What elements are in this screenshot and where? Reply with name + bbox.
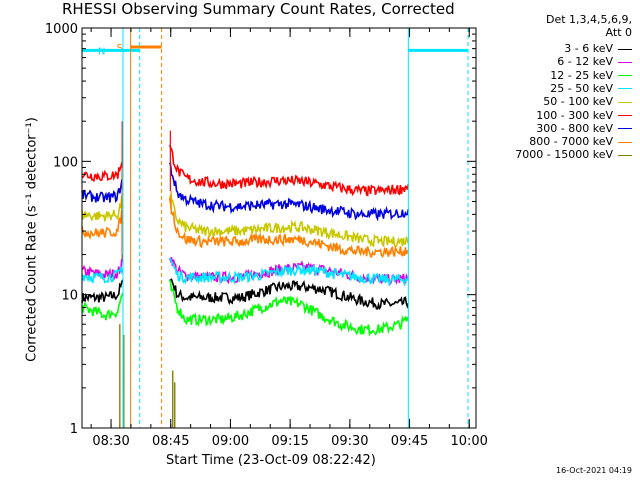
x-tick-label-7: 10:00 [450,434,487,449]
x-tick-label-5: 09:30 [331,434,368,449]
legend-swatch [618,141,632,143]
legend-header-line-2: Att 0 [605,26,632,39]
legend-item-6: 100 - 300 keV [536,109,632,122]
legend-swatch [618,101,632,103]
legend-label: 7000 - 15000 keV [515,148,613,162]
x-axis-label: Start Time (23-Oct-09 08:22:42) [166,453,376,468]
flag-label-2: N [98,46,105,57]
legend-swatch [618,48,632,50]
y-tick-label-4: 1000 [45,22,78,37]
legend-item-2: 6 - 12 keV [557,55,632,68]
legend-item-8: 800 - 7000 keV [529,135,632,148]
legend-label: 25 - 50 keV [550,81,613,95]
y-tick-label-3: 100 [53,155,78,170]
legend-label: 12 - 25 keV [550,68,613,82]
legend-label: 50 - 100 keV [543,95,613,109]
legend-item-4: 25 - 50 keV [550,82,632,95]
legend-swatch [618,128,632,130]
y-tick-label-1: 1 [70,422,78,437]
legend-swatch [618,75,632,77]
legend-item-1: 3 - 6 keV [564,42,632,55]
x-tick-label-4: 09:15 [271,434,308,449]
chart-title: RHESSI Observing Summary Count Rates, Co… [62,0,455,18]
legend-label: 300 - 800 keV [536,121,613,135]
legend-label: 800 - 7000 keV [529,135,613,149]
legend-item-3: 12 - 25 keV [550,69,632,82]
legend-label: 100 - 300 keV [536,108,613,122]
legend-header: Det 1,3,4,5,6,9, Att 0 [546,13,632,39]
x-tick-label-2: 08:45 [152,434,189,449]
x-tick-label-6: 09:45 [391,434,428,449]
x-tick-label-3: 09:00 [212,434,249,449]
legend-swatch [618,115,632,116]
flag-label-1: S [117,43,123,54]
legend-header-line-1: Det 1,3,4,5,6,9, [545,13,632,26]
legend-label: 3 - 6 keV [564,42,613,55]
legend-swatch [618,154,632,156]
x-tick-label-1: 08:30 [92,434,129,449]
y-tick-label-2: 10 [61,289,78,304]
legend-item-9: 7000 - 15000 keV [515,148,632,161]
legend-label: 6 - 12 keV [557,55,613,69]
legend-swatch [618,61,632,63]
legend-item-7: 300 - 800 keV [536,122,632,135]
legend-swatch [618,88,632,90]
timestamp-label: 16-Oct-2021 04:19 [556,466,632,475]
plot-frame [81,27,477,429]
legend-item-5: 50 - 100 keV [543,95,632,108]
